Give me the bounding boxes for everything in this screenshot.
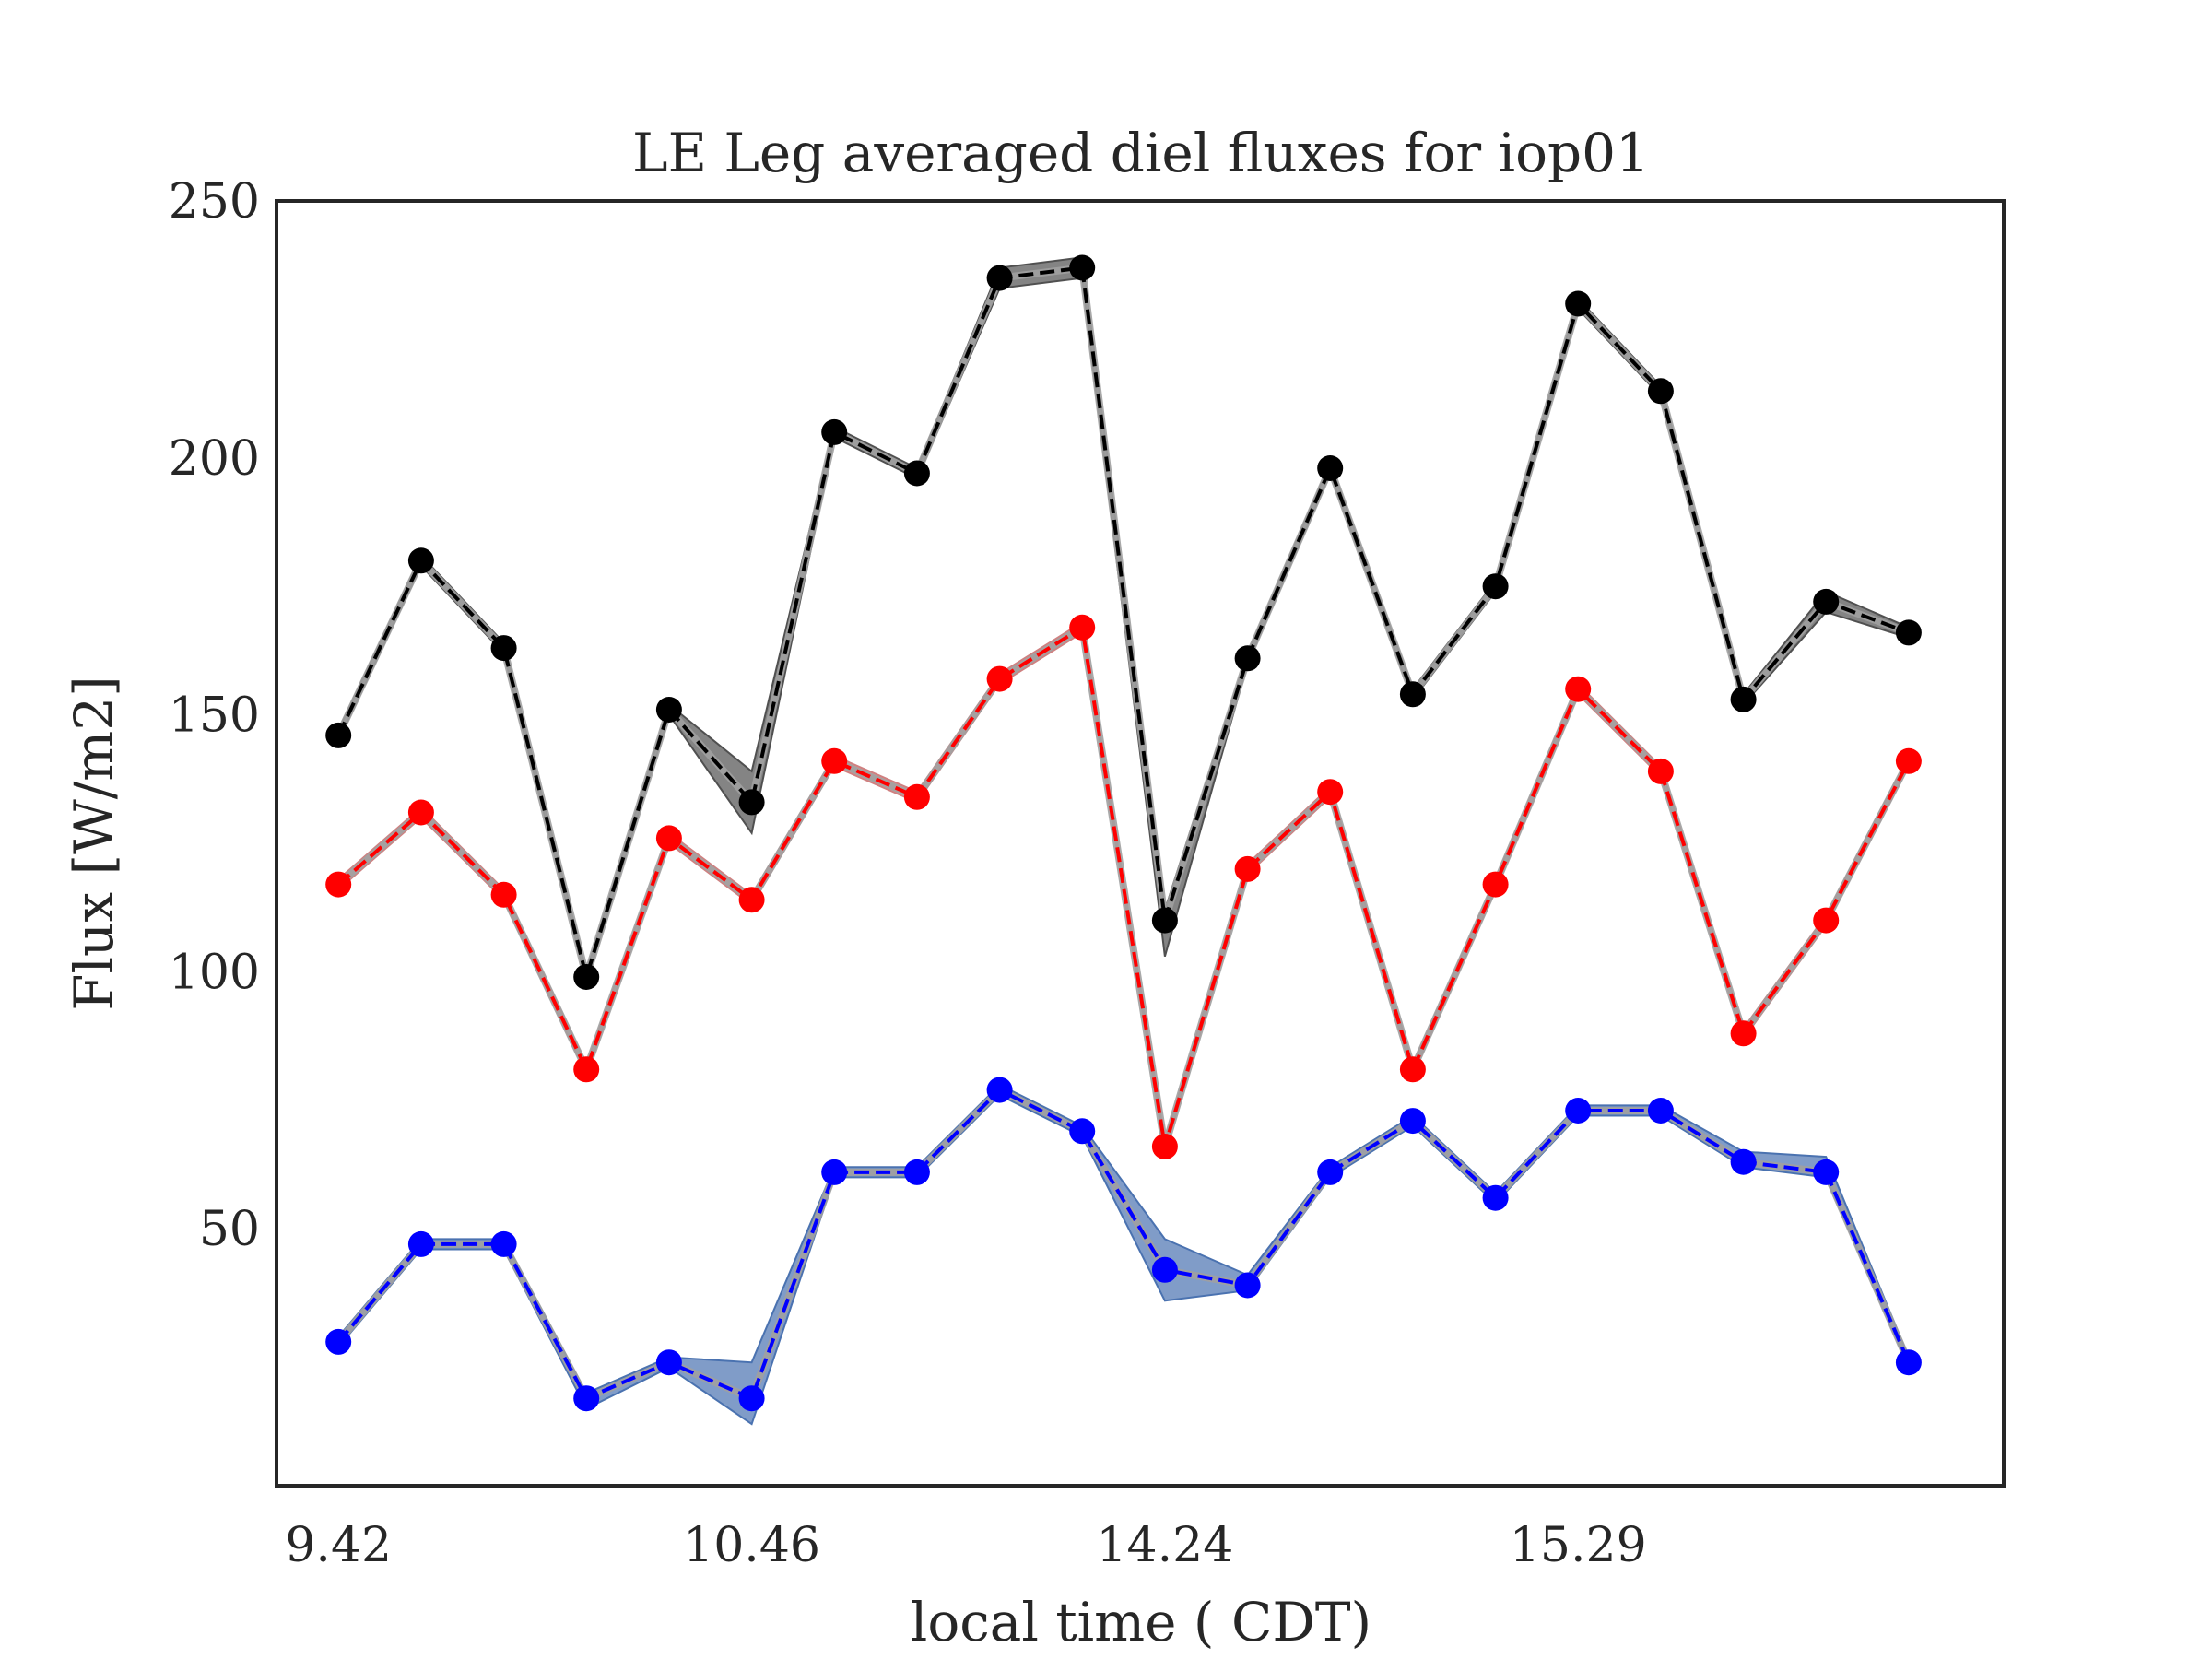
series-1-point-3 <box>490 635 517 662</box>
series-3-point-14 <box>1399 1108 1426 1135</box>
series-lines <box>335 264 1912 1403</box>
x-tick-label-3: 14.24 <box>1096 1518 1233 1573</box>
series-3-point-7 <box>821 1159 848 1185</box>
series-1-dashed-line <box>336 265 1910 979</box>
series-3-point-10 <box>1069 1118 1096 1145</box>
series-3-point-2 <box>407 1230 434 1257</box>
series-1-point-12 <box>1234 645 1261 672</box>
y-tick-label-200: 200 <box>169 431 260 487</box>
series-1-point-7 <box>821 418 848 445</box>
series-1-point-5 <box>655 697 682 723</box>
series-1-point-19 <box>1813 588 1840 615</box>
series-3-point-5 <box>655 1349 682 1376</box>
series-3-point-15 <box>1482 1184 1509 1211</box>
series-3-point-12 <box>1234 1272 1261 1299</box>
series-points <box>325 254 1922 1412</box>
series-2-point-18 <box>1730 1020 1757 1047</box>
series-1-point-4 <box>573 964 600 990</box>
series-3-point-18 <box>1730 1148 1757 1175</box>
series-1-point-1 <box>325 722 352 748</box>
series-3-solid-line <box>335 1086 1912 1403</box>
series-1-point-10 <box>1069 254 1096 281</box>
series-1-point-13 <box>1317 455 1344 481</box>
series-1-point-2 <box>407 547 434 574</box>
series-3-point-9 <box>986 1077 1013 1103</box>
series-1-point-15 <box>1482 573 1509 600</box>
series-2-point-7 <box>821 747 848 774</box>
chart-title: LE Leg averaged diel fluxes for iop01 <box>632 122 1650 184</box>
series-2-point-1 <box>325 871 352 898</box>
series-1-point-11 <box>1151 907 1178 934</box>
y-tick-label-100: 100 <box>169 945 260 1000</box>
y-tick-label-150: 150 <box>169 688 260 744</box>
series-2-point-20 <box>1895 747 1922 774</box>
series-2-dashed-line <box>336 625 1911 1148</box>
x-tick-label-1: 9.42 <box>285 1518 392 1573</box>
x-axis-ticks: 9.42 10.46 14.24 15.29 <box>285 1518 1646 1573</box>
series-3-point-16 <box>1565 1098 1592 1124</box>
series-2-point-3 <box>490 881 517 908</box>
series-2-point-15 <box>1482 871 1509 898</box>
series-2-point-4 <box>573 1056 600 1083</box>
x-tick-label-2: 10.46 <box>683 1518 820 1573</box>
series-2-point-19 <box>1813 907 1840 934</box>
series-2-point-9 <box>986 665 1013 692</box>
series-2-point-13 <box>1317 779 1344 806</box>
series-1-point-8 <box>903 460 930 487</box>
series-2-point-12 <box>1234 855 1261 882</box>
y-axis-label: Flux [W/m2] <box>63 676 125 1011</box>
x-axis-label: local time ( CDT) <box>911 1591 1371 1653</box>
series-3-point-13 <box>1317 1159 1344 1185</box>
series-3-point-19 <box>1813 1159 1840 1185</box>
series-1-point-14 <box>1399 681 1426 708</box>
series-1-point-9 <box>986 265 1013 291</box>
y-axis-ticks: 50 100 150 200 250 <box>169 174 260 1257</box>
series-2-point-14 <box>1399 1056 1426 1083</box>
series-3-point-8 <box>903 1159 930 1185</box>
series-2-point-10 <box>1069 614 1096 641</box>
series-3-point-3 <box>490 1230 517 1257</box>
series-2-point-11 <box>1151 1134 1178 1159</box>
x-tick-label-4: 15.29 <box>1510 1518 1647 1573</box>
series-1-point-16 <box>1565 290 1592 317</box>
series-2-point-17 <box>1647 758 1674 784</box>
series-3-point-4 <box>573 1385 600 1412</box>
series-2-point-6 <box>738 887 765 913</box>
series-3-point-17 <box>1647 1098 1674 1124</box>
series-2-point-5 <box>655 825 682 852</box>
series-2-point-16 <box>1565 676 1592 702</box>
series-3-point-20 <box>1895 1349 1922 1376</box>
series-2-point-2 <box>407 799 434 826</box>
series-3-dashed-line <box>336 1088 1911 1401</box>
series-2-point-8 <box>903 783 930 810</box>
series-1-point-20 <box>1895 619 1922 646</box>
series-3-point-11 <box>1151 1256 1178 1283</box>
series-1-point-6 <box>738 789 765 816</box>
plot-frame <box>275 199 2006 1488</box>
series-1-point-17 <box>1647 378 1674 405</box>
y-tick-label-250: 250 <box>169 174 260 229</box>
series-1-point-18 <box>1730 686 1757 712</box>
series-3-point-6 <box>738 1385 765 1412</box>
y-tick-label-50: 50 <box>199 1202 260 1257</box>
series-3-point-1 <box>325 1328 352 1355</box>
